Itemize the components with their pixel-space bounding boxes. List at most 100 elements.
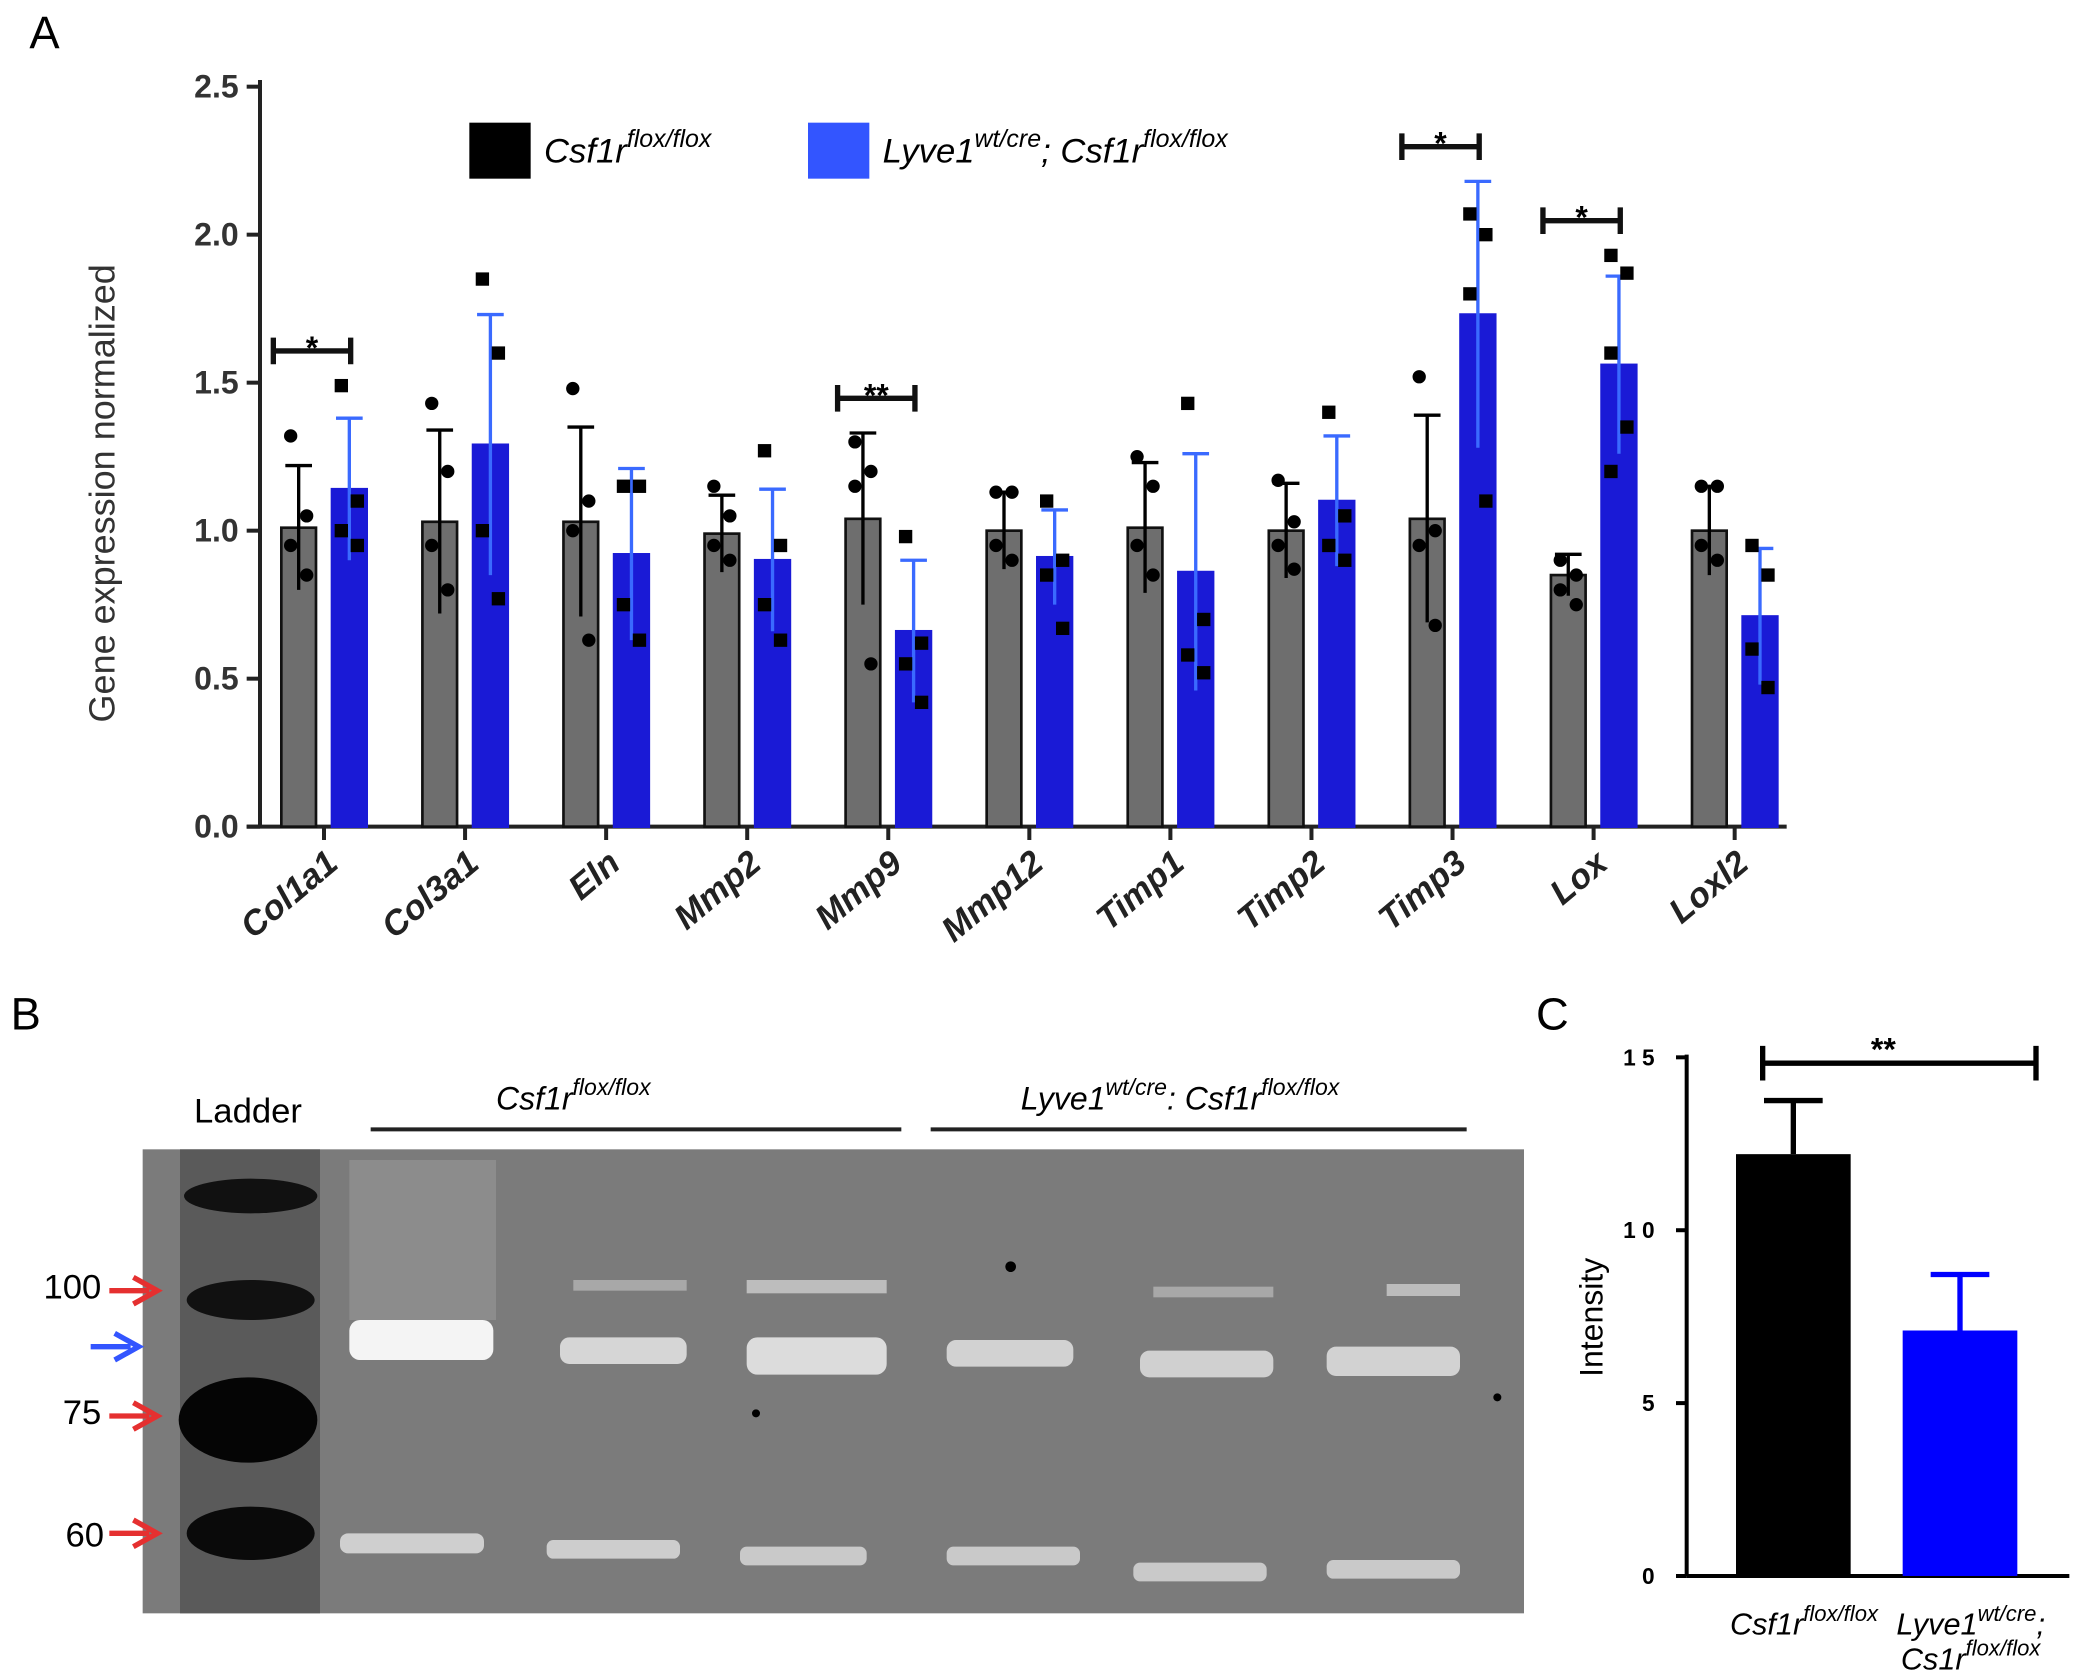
data-point (350, 538, 364, 553)
y-tick-label: 1.0 (194, 512, 238, 548)
error-bar (567, 425, 595, 617)
text-part: ; (2036, 1608, 2045, 1642)
data-point (441, 464, 455, 479)
panel-label: B (11, 988, 41, 1039)
data-point (989, 485, 1003, 499)
bar (1902, 1330, 2018, 1576)
data-point (1620, 420, 1634, 434)
y-tick-label: 0.5 (194, 660, 238, 696)
data-point (1146, 479, 1160, 493)
data-point (616, 479, 631, 493)
error-bar (1930, 1271, 1990, 1331)
data-point (475, 524, 490, 538)
bar (1736, 1154, 1851, 1576)
data-point (1181, 648, 1195, 662)
data-point (1553, 553, 1567, 567)
data-point (757, 598, 772, 612)
data-point (723, 553, 737, 567)
data-point (864, 657, 878, 671)
bar (421, 520, 459, 828)
group-label: Csf1rflox/flox (496, 1074, 652, 1116)
error-bar (900, 558, 927, 703)
data-point (1338, 553, 1352, 567)
data-point (914, 636, 929, 650)
data-point (1412, 370, 1426, 384)
text-part: flox/flox (627, 125, 713, 153)
data-point (1761, 568, 1775, 582)
data-point (707, 479, 721, 493)
text-part: Cs1r (1901, 1642, 1968, 1676)
y-tick-label: 1 5 (1623, 1044, 1655, 1070)
data-point (1479, 228, 1493, 242)
significance-bracket (1540, 207, 1623, 235)
error-bar (1464, 179, 1492, 448)
data-point (707, 538, 721, 553)
data-point (566, 381, 580, 396)
data-point (757, 444, 772, 458)
bar (1459, 313, 1497, 828)
data-point (582, 633, 596, 647)
data-point (1569, 568, 1583, 582)
error-bar (1413, 413, 1441, 623)
data-point (632, 633, 647, 647)
bar (703, 532, 741, 828)
data-point (773, 633, 788, 647)
data-point (848, 479, 862, 493)
data-point (914, 695, 929, 710)
data-point (773, 538, 788, 553)
gel (90, 1127, 1525, 1614)
data-point (491, 346, 506, 360)
data-point (1604, 248, 1618, 263)
text-part: Csf1r (1730, 1608, 1805, 1642)
data-point (300, 509, 314, 523)
significance-label: * (1434, 126, 1447, 162)
bar (985, 529, 1023, 828)
error-bar (336, 416, 363, 561)
x-tick-label: Lyve1wt/cre; (1896, 1601, 2045, 1642)
data-point (1005, 553, 1019, 567)
data-point (1056, 553, 1070, 567)
data-point (1761, 680, 1775, 695)
text-part: wt/cre (1978, 1601, 2037, 1626)
error-bar (477, 312, 504, 576)
data-point (284, 429, 298, 443)
error-bar (1182, 452, 1210, 691)
data-point (300, 568, 314, 582)
data-point (1569, 598, 1583, 612)
significance-label: ** (1871, 1032, 1896, 1068)
data-point (1338, 509, 1352, 523)
data-point (1428, 618, 1442, 633)
text-part: wt/cre (1106, 1074, 1167, 1100)
significance-bracket (1760, 1045, 2039, 1081)
data-point (1197, 612, 1211, 627)
error-bar (1041, 508, 1068, 605)
text-part: Lyve1 (1021, 1080, 1106, 1116)
legend-label: Csf1rflox/flox (544, 125, 713, 171)
data-point (441, 583, 455, 597)
data-point (1745, 538, 1759, 553)
ladder-label: Ladder (194, 1093, 302, 1131)
data-point (491, 592, 506, 606)
error-bar (849, 431, 877, 605)
data-point (1694, 538, 1708, 553)
data-point (1463, 287, 1477, 301)
bar (1549, 573, 1587, 828)
data-point (284, 538, 298, 553)
data-point (1553, 583, 1567, 597)
y-tick-label: 5 (1642, 1390, 1655, 1416)
data-point (848, 435, 862, 449)
y-tick-label: 0 (1642, 1563, 1655, 1589)
significance-bracket (270, 337, 354, 365)
data-point (1130, 538, 1144, 553)
data-point (1412, 538, 1426, 553)
data-point (898, 657, 913, 671)
text-part: flox/flox (1803, 1601, 1879, 1626)
text-part: Lyve1 (883, 133, 975, 171)
significance-bracket (1399, 133, 1482, 161)
data-point (898, 529, 913, 544)
error-bar (285, 463, 312, 590)
panel-label: A (29, 7, 60, 58)
data-point (1694, 479, 1708, 493)
data-point (616, 598, 631, 612)
